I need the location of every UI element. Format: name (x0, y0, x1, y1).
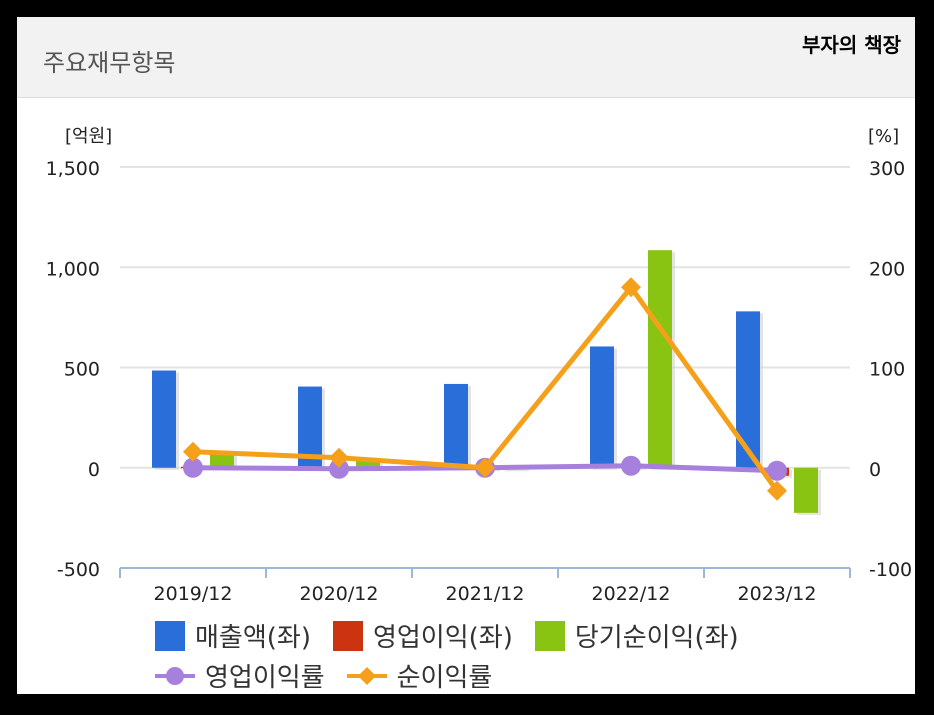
legend-item-sales[interactable]: 매출액(좌) (155, 617, 311, 654)
legend-item-net-income[interactable]: 당기순이익(좌) (534, 617, 739, 654)
legend-item-op-margin[interactable]: 영업이익률 (155, 657, 325, 694)
left-tick-label: 500 (64, 359, 100, 381)
left-tick-label: -500 (57, 559, 100, 581)
legend-row-lines: 영업이익률 순이익률 (155, 657, 514, 694)
op-margin-point[interactable] (329, 458, 349, 479)
op-margin-point[interactable] (183, 457, 203, 478)
net-margin-point[interactable] (767, 480, 787, 501)
bar-shadow (505, 469, 529, 472)
op-margin-point[interactable] (621, 455, 641, 476)
left-tick-label: 1,500 (46, 158, 100, 180)
right-tick-label: 0 (869, 459, 881, 481)
right-axis-unit: [%] (868, 126, 899, 147)
x-tick-label: 2021/12 (446, 583, 525, 605)
left-axis-unit: [억원] (65, 126, 112, 147)
chart-panel: 주요재무항목 부자의 책장 [억원] [%] 1,500 300 1,000 200 5… (17, 17, 915, 694)
sales-bar[interactable] (444, 383, 468, 468)
right-tick-label: 100 (869, 359, 905, 381)
x-tick-label: 2020/12 (300, 583, 379, 605)
right-tick-label: 300 (869, 158, 905, 180)
net-income-bar[interactable] (356, 460, 380, 468)
right-tick-label: 200 (869, 258, 905, 280)
x-tick-label: 2023/12 (738, 583, 817, 605)
sales-bar[interactable] (736, 311, 760, 468)
chart-svg: [억원] [%] 1,500 300 1,000 200 500 100 0 0 -500 -10… (46, 126, 913, 605)
op-margin-symbol (155, 666, 195, 685)
net-margin-point[interactable] (183, 441, 203, 462)
x-tick-label: 2022/12 (592, 583, 671, 605)
x-tick-label: 2019/12 (154, 583, 233, 605)
op-income-swatch (332, 620, 363, 651)
net-income-bar[interactable] (648, 250, 672, 468)
blog-badge: 부자의 책장 (802, 33, 901, 57)
legend-item-net-margin[interactable]: 순이익률 (346, 657, 493, 694)
x-axis: 2019/12 2020/12 2021/12 2022/12 2023/12 (119, 567, 851, 605)
chart-header: 주요재무항목 부자의 책장 (17, 17, 915, 98)
chart-title: 주요재무항목 (43, 49, 176, 77)
net-margin-point[interactable] (621, 277, 641, 298)
left-tick-label: 0 (88, 459, 100, 481)
line-series (183, 277, 787, 501)
sales-swatch (155, 620, 185, 651)
y-tick-labels: 1,500 300 1,000 200 500 100 0 0 -500 -100 (46, 158, 913, 581)
legend-label-net-income: 당기순이익(좌) (574, 623, 739, 653)
net-income-bar[interactable] (210, 453, 234, 468)
bar-series (152, 250, 821, 515)
legend-label-net-margin: 순이익률 (396, 663, 493, 693)
legend-label-op-income: 영업이익(좌) (372, 623, 513, 653)
net-margin-point[interactable] (475, 457, 495, 478)
legend-label-sales: 매출액(좌) (195, 623, 311, 653)
legend-item-op-income[interactable]: 영업이익(좌) (332, 617, 513, 654)
right-tick-label: -100 (869, 559, 912, 581)
net-income-swatch (534, 620, 565, 651)
legend-row-bars: 매출액(좌) 영업이익(좌) 당기순이익(좌) (155, 617, 761, 654)
net-margin-point[interactable] (329, 447, 349, 468)
left-tick-label: 1,000 (46, 258, 100, 280)
net-income-bar[interactable] (794, 467, 818, 513)
legend-label-op-margin: 영업이익률 (205, 663, 325, 693)
sales-bar[interactable] (590, 346, 614, 468)
op-margin-point[interactable] (767, 460, 787, 481)
net-margin-symbol (346, 666, 387, 685)
sales-bar[interactable] (152, 370, 176, 468)
